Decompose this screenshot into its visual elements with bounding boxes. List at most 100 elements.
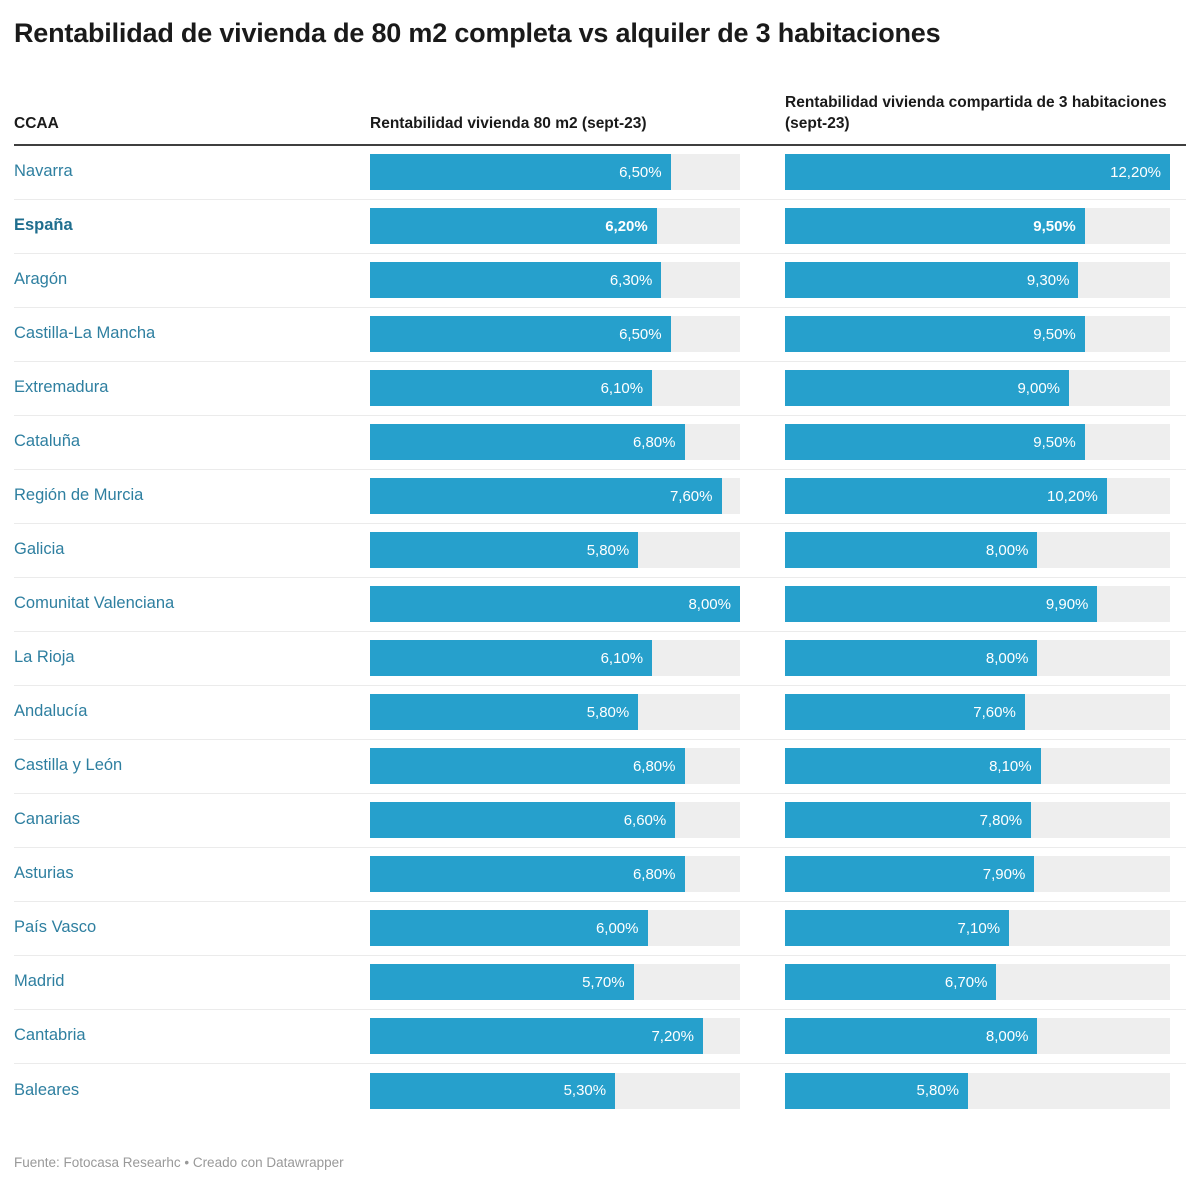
bar-rentabilidad-compartida-cell: 9,50% bbox=[785, 424, 1186, 461]
bar-rentabilidad-compartida-value: 10,20% bbox=[1047, 487, 1098, 505]
bar-rentabilidad-80m2-track: 6,80% bbox=[370, 424, 740, 461]
bar-rentabilidad-80m2-cell: 6,10% bbox=[370, 640, 785, 677]
bar-rentabilidad-compartida-cell: 7,80% bbox=[785, 802, 1186, 839]
table-row: Aragón 6,30% 9,30% bbox=[14, 254, 1186, 308]
row-label-ccaa: Cataluña bbox=[14, 432, 81, 451]
bar-rentabilidad-80m2-value: 6,20% bbox=[605, 217, 648, 235]
bar-rentabilidad-80m2-fill: 5,80% bbox=[370, 532, 639, 569]
bar-rentabilidad-compartida-value: 6,70% bbox=[944, 973, 988, 991]
bar-rentabilidad-80m2-fill: 6,10% bbox=[370, 640, 653, 677]
bar-rentabilidad-80m2-fill: 6,30% bbox=[370, 262, 662, 299]
bar-rentabilidad-compartida-value: 5,80% bbox=[916, 1082, 960, 1100]
bar-rentabilidad-compartida-fill: 9,90% bbox=[785, 586, 1098, 623]
bar-rentabilidad-80m2-track: 7,20% bbox=[370, 1018, 740, 1055]
bar-rentabilidad-80m2-value: 5,70% bbox=[582, 973, 625, 991]
bar-rentabilidad-80m2-value: 6,50% bbox=[619, 325, 662, 343]
bar-rentabilidad-compartida-fill: 9,00% bbox=[785, 370, 1070, 407]
bar-rentabilidad-80m2-track: 5,30% bbox=[370, 1072, 740, 1109]
bar-rentabilidad-compartida-value: 7,90% bbox=[982, 865, 1026, 883]
bar-rentabilidad-80m2-track: 6,50% bbox=[370, 154, 740, 191]
bar-rentabilidad-80m2-value: 6,10% bbox=[600, 649, 644, 667]
table-row: Baleares 5,30% 5,80% bbox=[14, 1064, 1186, 1118]
row-label-ccaa: Región de Murcia bbox=[14, 486, 144, 505]
bar-rentabilidad-80m2-track: 6,00% bbox=[370, 910, 740, 947]
table-row: Cataluña 6,80% 9,50% bbox=[14, 416, 1186, 470]
bar-rentabilidad-compartida-fill: 10,20% bbox=[785, 478, 1107, 515]
bar-rentabilidad-80m2-value: 5,30% bbox=[563, 1082, 607, 1100]
bar-rentabilidad-compartida-value: 9,50% bbox=[1033, 433, 1076, 451]
bar-rentabilidad-80m2-value: 8,00% bbox=[688, 595, 731, 613]
bar-rentabilidad-80m2-fill: 6,60% bbox=[370, 802, 676, 839]
bar-rentabilidad-compartida-value: 9,00% bbox=[1017, 379, 1061, 397]
row-label-ccaa: Asturias bbox=[14, 864, 74, 883]
bar-rentabilidad-80m2-value: 5,80% bbox=[586, 541, 630, 559]
bar-rentabilidad-80m2-cell: 6,80% bbox=[370, 424, 785, 461]
bar-rentabilidad-80m2-value: 7,60% bbox=[669, 487, 713, 505]
bar-rentabilidad-compartida-value: 9,50% bbox=[1033, 217, 1076, 235]
bar-rentabilidad-80m2-cell: 5,70% bbox=[370, 964, 785, 1001]
bar-rentabilidad-compartida-cell: 8,00% bbox=[785, 532, 1186, 569]
table-row: Galicia 5,80% 8,00% bbox=[14, 524, 1186, 578]
bar-rentabilidad-compartida-track: 9,50% bbox=[785, 208, 1170, 245]
bar-rentabilidad-80m2-cell: 6,60% bbox=[370, 802, 785, 839]
table-header: CCAA Rentabilidad vivienda 80 m2 (sept-2… bbox=[14, 93, 1186, 146]
table-row: Región de Murcia 7,60% 10,20% bbox=[14, 470, 1186, 524]
bar-rentabilidad-compartida-value: 8,00% bbox=[985, 649, 1029, 667]
bar-rentabilidad-compartida-cell: 6,70% bbox=[785, 964, 1186, 1001]
row-label-ccaa: Aragón bbox=[14, 270, 68, 289]
bar-rentabilidad-compartida-track: 9,90% bbox=[785, 586, 1170, 623]
bar-rentabilidad-80m2-value: 6,00% bbox=[595, 919, 639, 937]
bar-rentabilidad-80m2-track: 6,10% bbox=[370, 370, 740, 407]
row-label-ccaa: Cantabria bbox=[14, 1026, 86, 1045]
bar-rentabilidad-80m2-cell: 6,80% bbox=[370, 856, 785, 893]
bar-rentabilidad-80m2-value: 6,80% bbox=[632, 757, 676, 775]
table-row: Madrid 5,70% 6,70% bbox=[14, 956, 1186, 1010]
bar-rentabilidad-compartida-track: 7,80% bbox=[785, 802, 1170, 839]
bar-rentabilidad-80m2-fill: 5,80% bbox=[370, 694, 639, 731]
bar-rentabilidad-80m2-value: 5,80% bbox=[586, 703, 630, 721]
bar-rentabilidad-compartida-cell: 9,90% bbox=[785, 586, 1186, 623]
bar-rentabilidad-compartida-track: 9,50% bbox=[785, 316, 1170, 353]
bar-rentabilidad-compartida-fill: 8,10% bbox=[785, 748, 1041, 785]
table-row: Andalucía 5,80% 7,60% bbox=[14, 686, 1186, 740]
row-label-ccaa: Navarra bbox=[14, 162, 73, 181]
bar-rentabilidad-80m2-fill: 6,80% bbox=[370, 748, 685, 785]
bar-rentabilidad-80m2-track: 6,80% bbox=[370, 748, 740, 785]
bar-rentabilidad-80m2-fill: 6,00% bbox=[370, 910, 648, 947]
table-row: Castilla-La Mancha 6,50% 9,50% bbox=[14, 308, 1186, 362]
bar-rentabilidad-compartida-track: 7,10% bbox=[785, 910, 1170, 947]
bar-rentabilidad-80m2-track: 6,60% bbox=[370, 802, 740, 839]
bar-rentabilidad-80m2-fill: 6,80% bbox=[370, 424, 685, 461]
row-label-ccaa: España bbox=[14, 216, 73, 235]
bar-rentabilidad-compartida-track: 9,30% bbox=[785, 262, 1170, 299]
bar-rentabilidad-80m2-cell: 5,80% bbox=[370, 694, 785, 731]
bar-rentabilidad-compartida-track: 5,80% bbox=[785, 1072, 1170, 1109]
bar-rentabilidad-compartida-fill: 6,70% bbox=[785, 964, 997, 1001]
bar-rentabilidad-80m2-track: 7,60% bbox=[370, 478, 740, 515]
bar-rentabilidad-80m2-fill: 6,10% bbox=[370, 370, 653, 407]
bar-rentabilidad-compartida-value: 9,90% bbox=[1045, 595, 1089, 613]
bar-rentabilidad-compartida-cell: 9,50% bbox=[785, 208, 1186, 245]
bar-rentabilidad-compartida-value: 9,50% bbox=[1033, 325, 1076, 343]
bar-rentabilidad-compartida-fill: 9,50% bbox=[785, 424, 1085, 461]
row-label-ccaa: Galicia bbox=[14, 540, 65, 559]
bar-rentabilidad-compartida-fill: 8,00% bbox=[785, 1018, 1038, 1055]
bar-rentabilidad-80m2-fill: 7,20% bbox=[370, 1018, 703, 1055]
row-label-ccaa: Canarias bbox=[14, 810, 81, 829]
row-label-ccaa: País Vasco bbox=[14, 918, 97, 937]
row-label-ccaa: Andalucía bbox=[14, 702, 88, 721]
bar-rentabilidad-80m2-cell: 6,20% bbox=[370, 208, 785, 245]
column-header-ccaa: CCAA bbox=[14, 115, 59, 132]
bar-rentabilidad-compartida-track: 8,00% bbox=[785, 640, 1170, 677]
bar-rentabilidad-80m2-value: 6,80% bbox=[632, 865, 676, 883]
bar-rentabilidad-compartida-track: 8,10% bbox=[785, 748, 1170, 785]
bar-rentabilidad-compartida-fill: 8,00% bbox=[785, 640, 1038, 677]
bar-rentabilidad-compartida-value: 8,00% bbox=[985, 1027, 1029, 1045]
bar-rentabilidad-compartida-value: 9,30% bbox=[1026, 271, 1070, 289]
bar-rentabilidad-compartida-value: 12,20% bbox=[1110, 163, 1161, 181]
bar-rentabilidad-compartida-cell: 7,10% bbox=[785, 910, 1186, 947]
table-row: Comunitat Valenciana 8,00% 9,90% bbox=[14, 578, 1186, 632]
bar-rentabilidad-80m2-fill: 5,30% bbox=[370, 1072, 616, 1109]
bar-rentabilidad-compartida-fill: 9,30% bbox=[785, 262, 1079, 299]
